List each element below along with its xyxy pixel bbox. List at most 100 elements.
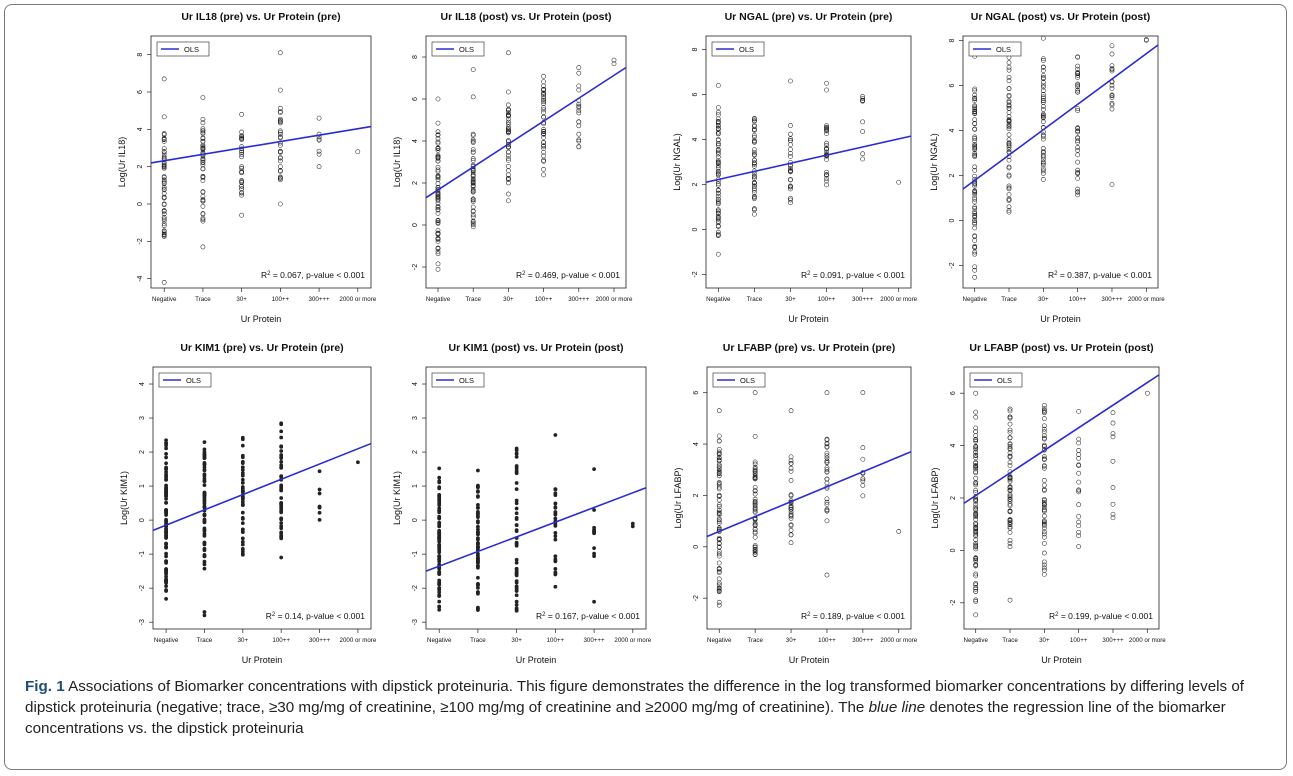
data-point	[1007, 499, 1013, 504]
data-point	[860, 390, 866, 396]
figure-frame: Ur IL18 (pre) vs. Ur Protein (pre) -4 -2 0 2…	[4, 4, 1287, 770]
data-point	[716, 480, 722, 485]
data-point	[1006, 147, 1012, 152]
chart-panel-5: Ur KIM1 (pre) vs. Ur Protein (pre) -3 -2 -1…	[5, 5, 1288, 665]
data-point	[752, 150, 757, 155]
data-point	[576, 70, 582, 76]
data-point	[752, 476, 758, 482]
data-point	[1041, 523, 1047, 528]
y-tick-label: -1	[412, 551, 419, 557]
data-point	[788, 197, 793, 203]
data-point	[277, 118, 283, 123]
data-point	[1109, 95, 1115, 100]
data-point	[752, 206, 757, 212]
data-point	[476, 590, 480, 595]
data-point	[752, 491, 758, 497]
data-point	[1006, 92, 1012, 98]
legend-label: OLS	[459, 45, 474, 54]
x-axis-label: Ur Protein	[1041, 655, 1082, 665]
data-point	[541, 99, 546, 105]
data-point	[435, 249, 441, 254]
data-point	[541, 94, 546, 99]
y-axis-label: Log(Ur IL18)	[392, 137, 402, 188]
x-tick-label: 30+	[236, 296, 247, 303]
data-point	[1041, 410, 1047, 416]
data-point	[161, 76, 167, 82]
x-tick-label: Trace	[465, 296, 481, 303]
ols-regression-line	[425, 66, 627, 199]
data-point	[435, 266, 441, 272]
y-tick-label: -2	[693, 595, 700, 601]
data-point	[715, 181, 721, 187]
data-point	[824, 444, 830, 450]
data-point	[1041, 571, 1047, 577]
data-point	[200, 116, 206, 122]
data-point	[860, 94, 865, 99]
data-point	[973, 480, 979, 486]
data-point	[715, 147, 721, 152]
data-point	[279, 526, 284, 531]
data-point	[1041, 565, 1047, 571]
data-point	[716, 535, 722, 541]
data-point	[1041, 423, 1047, 429]
x-tick-label: 2000 or more	[339, 296, 376, 303]
y-tick-label: -1	[139, 551, 146, 557]
data-point	[277, 174, 283, 180]
data-point	[470, 138, 476, 144]
data-point	[1006, 140, 1012, 146]
data-point	[715, 112, 721, 118]
y-tick-label: 4	[693, 442, 700, 446]
data-point	[1040, 76, 1046, 82]
data-point	[435, 140, 441, 146]
data-point	[470, 199, 476, 204]
data-point	[860, 96, 865, 101]
data-point	[973, 546, 979, 552]
data-point	[1041, 435, 1047, 441]
data-point	[973, 526, 979, 532]
y-tick-label: 6	[950, 391, 957, 395]
data-point	[161, 214, 167, 220]
data-point	[1075, 128, 1081, 134]
data-point	[824, 467, 830, 473]
data-point	[752, 180, 757, 186]
data-point	[860, 98, 865, 104]
data-point	[200, 95, 206, 100]
plot-area	[706, 366, 912, 630]
data-point	[553, 567, 558, 571]
data-point	[553, 557, 558, 562]
data-point	[279, 444, 284, 449]
data-point	[824, 176, 829, 181]
data-point	[1075, 189, 1081, 195]
data-point	[1110, 410, 1116, 416]
data-point	[277, 130, 283, 135]
data-point	[1041, 519, 1047, 525]
data-point	[1075, 89, 1081, 95]
data-point	[506, 176, 511, 181]
data-point	[161, 114, 167, 120]
data-point	[470, 149, 476, 155]
data-point	[972, 243, 978, 249]
data-point	[161, 184, 167, 190]
data-point	[317, 469, 322, 474]
data-point	[1006, 65, 1012, 70]
data-point	[630, 524, 635, 529]
y-tick-label: -2	[139, 585, 146, 591]
data-point	[277, 128, 283, 134]
data-point	[973, 475, 979, 481]
data-point	[1041, 429, 1047, 435]
data-point	[1075, 106, 1081, 112]
data-point	[470, 147, 476, 152]
data-point	[514, 451, 519, 456]
x-tick-label: 30+	[1039, 637, 1050, 644]
data-point	[973, 555, 979, 561]
r-squared-annotation: R2 = 0.14, p-value < 0.001	[266, 611, 366, 621]
data-point	[476, 468, 480, 473]
data-point	[715, 122, 721, 128]
data-point	[514, 523, 519, 527]
data-point	[1006, 60, 1012, 66]
data-point	[277, 168, 283, 173]
data-point	[576, 110, 582, 116]
y-tick-label: 8	[692, 47, 699, 51]
data-point	[752, 124, 757, 129]
x-axis-label: Ur Protein	[789, 655, 830, 665]
